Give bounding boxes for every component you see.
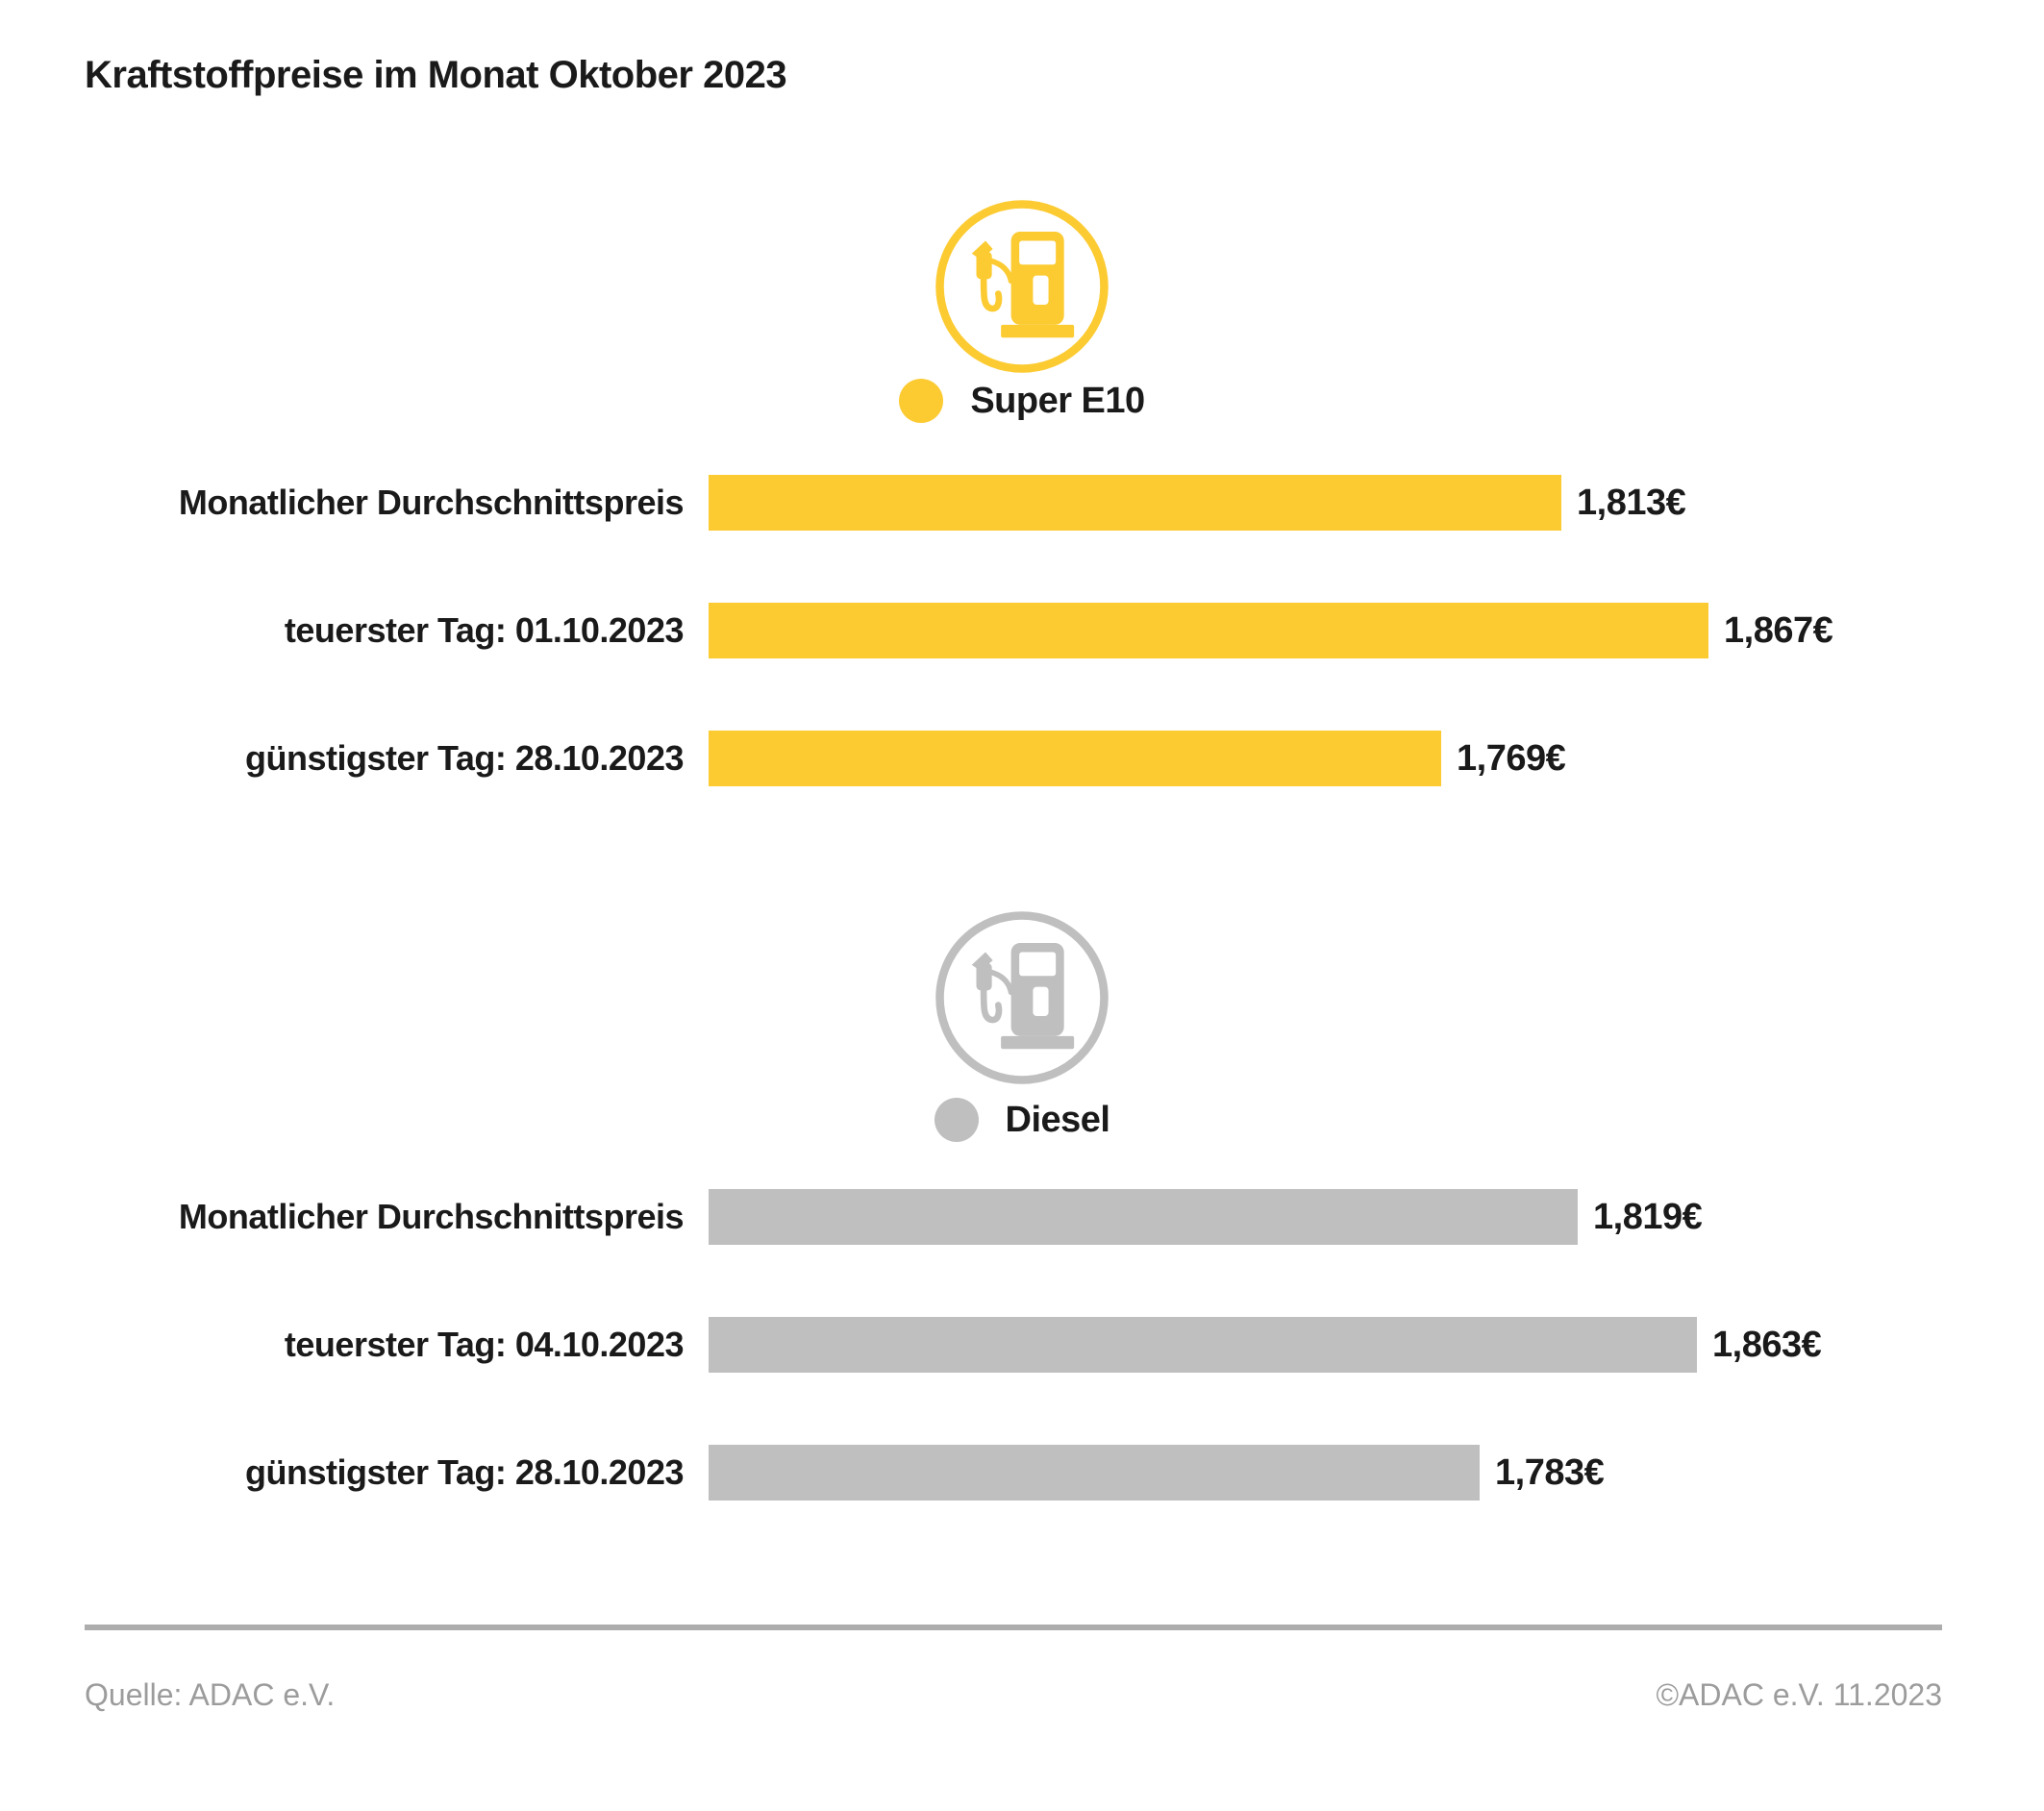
bar-label: Monatlicher Durchschnittspreis	[178, 483, 685, 522]
price-bar-super-min	[709, 731, 1441, 786]
bar-row-diesel-max: teuerster Tag: 04.10.2023 1,863€	[85, 1317, 2044, 1373]
bar-label: Monatlicher Durchschnittspreis	[178, 1197, 685, 1236]
footer-copyright: ©ADAC e.V. 11.2023	[1656, 1677, 1942, 1712]
bar-row-super-max: teuerster Tag: 01.10.2023 1,867€	[85, 603, 2044, 658]
price-value: 1,813€	[1577, 482, 1686, 523]
price-value: 1,819€	[1593, 1196, 1703, 1237]
price-bar-super-max	[709, 603, 1708, 658]
bar-row-diesel-avg: Monatlicher Durchschnittspreis 1,819€	[85, 1189, 2044, 1245]
price-value: 1,863€	[1712, 1324, 1822, 1365]
price-bar-super-avg	[709, 475, 1561, 531]
price-bar-diesel-min	[709, 1445, 1480, 1501]
bar-row-super-min: günstigster Tag: 28.10.2023 1,769€	[85, 731, 2044, 786]
footer-divider	[85, 1625, 1942, 1630]
super-e10-fuel-pump-icon	[931, 195, 1113, 378]
bar-row-diesel-min: günstigster Tag: 28.10.2023 1,783€	[85, 1445, 2044, 1501]
footer: Quelle: ADAC e.V. ©ADAC e.V. 11.2023	[85, 1677, 1942, 1713]
bar-label: teuerster Tag: 04.10.2023	[284, 1325, 685, 1364]
bar-label: günstigster Tag: 28.10.2023	[244, 1452, 685, 1492]
price-value: 1,769€	[1457, 737, 1566, 779]
price-bar-diesel-avg	[709, 1189, 1578, 1245]
legend-diesel: Diesel	[0, 1096, 2044, 1144]
legend-super-e10: Super E10	[0, 377, 2044, 425]
price-value: 1,867€	[1724, 609, 1833, 651]
price-value: 1,783€	[1495, 1451, 1605, 1493]
page-title: Kraftstoffpreise im Monat Oktober 2023	[85, 54, 787, 96]
bar-row-super-avg: Monatlicher Durchschnittspreis 1,813€	[85, 475, 2044, 531]
legend-label-super-e10: Super E10	[970, 380, 1145, 421]
legend-dot-super-e10	[899, 379, 944, 423]
legend-label-diesel: Diesel	[1005, 1099, 1110, 1140]
footer-source: Quelle: ADAC e.V.	[85, 1677, 336, 1712]
diesel-fuel-pump-icon	[931, 906, 1113, 1089]
legend-dot-diesel	[934, 1098, 979, 1142]
bar-label: günstigster Tag: 28.10.2023	[244, 738, 685, 778]
price-bar-diesel-max	[709, 1317, 1697, 1373]
bar-label: teuerster Tag: 01.10.2023	[284, 610, 685, 650]
